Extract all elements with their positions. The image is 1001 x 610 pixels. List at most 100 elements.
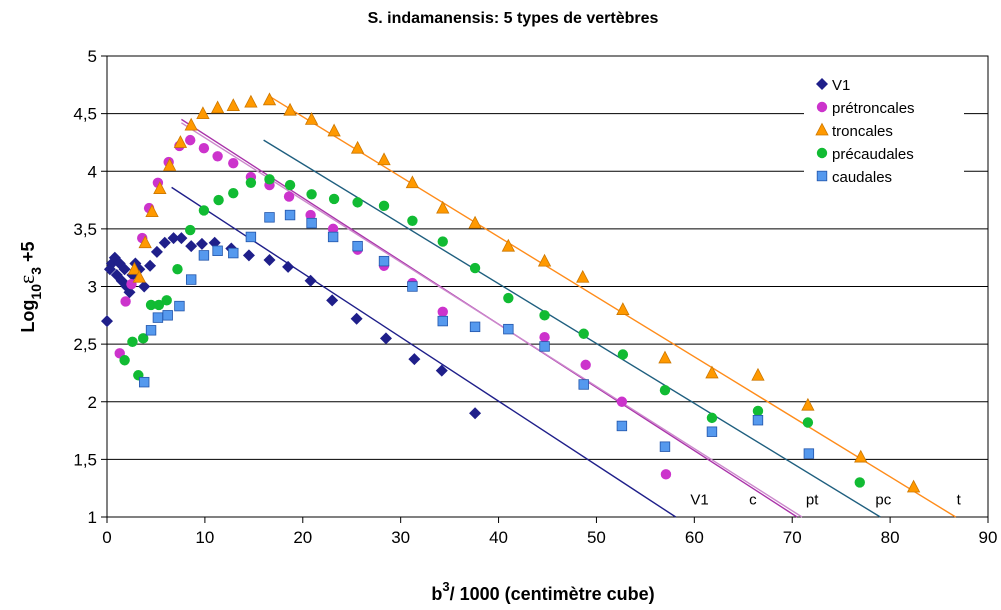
data-point xyxy=(161,295,172,306)
data-point xyxy=(304,274,317,287)
data-point xyxy=(138,333,149,344)
legend-marker xyxy=(816,170,828,182)
data-point xyxy=(195,237,208,250)
data-point xyxy=(469,262,481,274)
trend-line xyxy=(181,122,803,518)
data-point xyxy=(436,200,450,214)
data-point xyxy=(576,269,590,283)
data-point xyxy=(185,134,196,146)
data-point xyxy=(158,236,171,249)
series-precaudales xyxy=(119,174,865,488)
trend-line xyxy=(269,95,957,518)
legend-marker xyxy=(816,78,828,90)
y-tick-label: 3,5 xyxy=(73,220,97,239)
data-point xyxy=(264,212,275,223)
data-point xyxy=(132,269,146,283)
data-point xyxy=(264,174,275,185)
data-point xyxy=(152,312,164,323)
data-point xyxy=(185,224,196,236)
data-point xyxy=(185,240,198,253)
data-point xyxy=(145,299,157,311)
legend-label: troncales xyxy=(832,123,893,140)
y-tick-label: 1 xyxy=(88,508,97,527)
x-tick-label: 0 xyxy=(102,528,111,547)
trend-line-labels: V1 c pt pc t xyxy=(690,492,961,509)
data-point xyxy=(198,143,210,154)
legend-label: précaudales xyxy=(832,146,914,163)
data-point xyxy=(435,364,448,377)
x-tick-label: 60 xyxy=(685,528,704,547)
data-point xyxy=(352,197,363,208)
data-point xyxy=(327,231,339,243)
data-point xyxy=(173,135,188,148)
data-point xyxy=(262,92,277,106)
data-point xyxy=(184,117,198,131)
data-point xyxy=(244,94,258,108)
data-point xyxy=(469,321,481,333)
data-point xyxy=(162,158,177,171)
data-point xyxy=(350,140,365,154)
data-point xyxy=(616,396,628,407)
data-point xyxy=(503,292,514,304)
data-point xyxy=(242,249,255,262)
data-point xyxy=(284,209,296,221)
x-tick-label: 80 xyxy=(881,528,900,547)
legend: V1 prétroncales troncales précaudales caudal… xyxy=(815,77,915,186)
x-tick-label: 50 xyxy=(587,528,606,547)
data-point xyxy=(580,359,591,371)
data-point xyxy=(150,245,163,258)
data-point xyxy=(437,306,448,318)
trend-line xyxy=(171,186,677,518)
data-point xyxy=(283,102,297,116)
data-point xyxy=(501,238,516,252)
data-point xyxy=(167,232,180,245)
data-point xyxy=(228,157,239,169)
axis-ticks: 11,522,533,544,550 10 20 30 40 50 60 70 80 90 xyxy=(73,47,997,547)
x-tick-label: 30 xyxy=(391,528,410,547)
data-point xyxy=(378,255,390,267)
y-tick-label: 2 xyxy=(88,393,97,412)
series-pretroncales xyxy=(114,134,672,480)
data-point xyxy=(539,332,550,343)
chart-title: S. indamanensis: 5 types de vertèbres xyxy=(368,10,659,27)
legend-box xyxy=(804,70,964,193)
data-point xyxy=(328,193,340,205)
y-tick-label: 3 xyxy=(88,278,97,297)
data-point xyxy=(228,247,239,259)
data-point xyxy=(196,106,210,120)
data-point xyxy=(305,209,316,221)
data-point xyxy=(469,407,482,420)
data-point xyxy=(327,123,341,137)
y-tick-label: 4,5 xyxy=(73,105,97,124)
data-point xyxy=(283,191,295,202)
data-point xyxy=(407,215,418,227)
series-v1 xyxy=(101,232,482,420)
series-caudales xyxy=(138,209,815,459)
data-point xyxy=(304,112,319,125)
data-point xyxy=(172,264,183,275)
data-point xyxy=(138,376,150,388)
data-point xyxy=(854,449,868,463)
data-point xyxy=(660,469,672,480)
data-point xyxy=(127,336,138,348)
data-point xyxy=(658,350,672,364)
data-point xyxy=(282,260,295,273)
data-point xyxy=(801,397,815,411)
data-point xyxy=(198,205,210,216)
data-point xyxy=(127,261,142,275)
data-point xyxy=(379,332,392,345)
data-point xyxy=(578,379,589,390)
data-point xyxy=(539,341,550,352)
data-point xyxy=(306,189,317,200)
data-point xyxy=(185,274,197,285)
trend-line-label: pc xyxy=(875,492,891,509)
y-axis-title-rest: +5 xyxy=(18,241,38,267)
data-point xyxy=(153,181,167,194)
data-point xyxy=(245,177,257,188)
x-axis-title-exponent: 3 xyxy=(442,579,449,594)
y-axis-title: Log10ε3 +5 xyxy=(14,241,44,332)
data-point xyxy=(803,448,815,459)
data-point xyxy=(854,477,865,488)
data-point xyxy=(228,187,239,199)
data-point xyxy=(659,441,671,452)
